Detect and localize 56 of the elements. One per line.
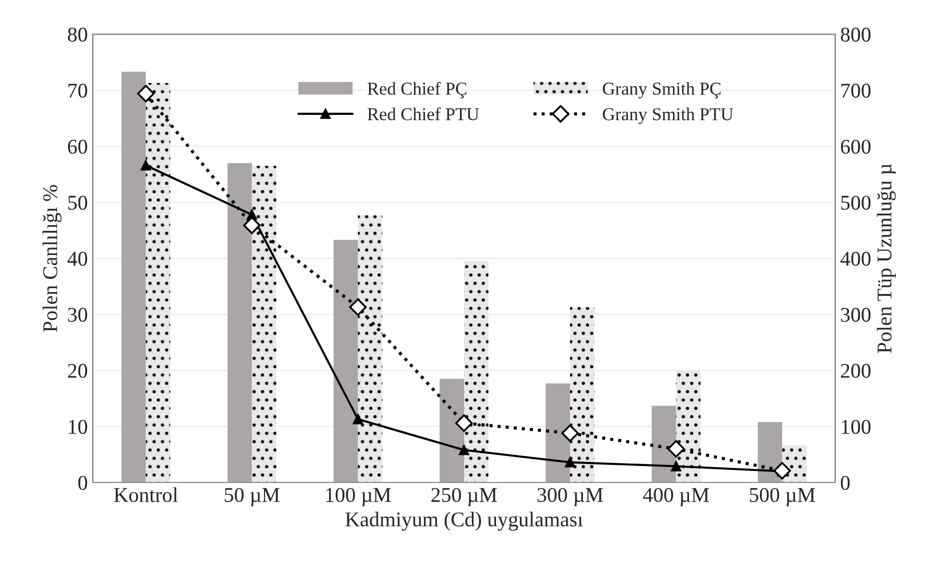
point xyxy=(140,160,151,170)
y-tick-label: 40 xyxy=(68,252,88,266)
x-tick-label: 400 µM xyxy=(643,488,709,506)
y2-tick-label: 0 xyxy=(840,476,850,490)
y-tick-label: 10 xyxy=(68,420,88,434)
bar xyxy=(252,166,276,482)
bar xyxy=(146,83,170,482)
bar xyxy=(358,215,382,482)
y2-tick-label: 400 xyxy=(840,252,871,266)
point xyxy=(564,457,576,468)
y-tick-label: 50 xyxy=(68,196,88,210)
bar xyxy=(546,383,570,482)
y-tick-label: 80 xyxy=(68,28,88,42)
y2-tick-label: 200 xyxy=(840,364,871,378)
x-tick-label: 500 µM xyxy=(750,488,816,506)
x-tick-label: 250 µM xyxy=(431,488,497,506)
x-tick-label: 300 µM xyxy=(538,488,603,506)
point xyxy=(561,424,579,442)
y-tick-label: 70 xyxy=(68,84,88,98)
legend-label: Red Chief PTU xyxy=(368,107,479,120)
x-tick-label: 50 µM xyxy=(224,488,280,506)
point xyxy=(458,444,470,456)
point xyxy=(243,216,261,234)
bar xyxy=(464,261,488,482)
legend-label: Red Chief PÇ xyxy=(368,82,466,98)
point xyxy=(671,461,682,472)
y-tick-label: 20 xyxy=(68,364,88,378)
bar xyxy=(440,378,464,482)
y2-tick-label: 800 xyxy=(840,28,871,42)
legend-label: Grany Smith PTU xyxy=(602,108,734,124)
legend-label: Grany Smith PÇ xyxy=(602,82,721,98)
point xyxy=(773,462,791,480)
bar xyxy=(570,307,594,482)
y-tick-label: 60 xyxy=(68,140,88,154)
y2-axis-title: Polen Tüp Uzunluğu µ xyxy=(876,164,896,353)
y2-tick-label: 300 xyxy=(841,308,871,322)
bar xyxy=(652,406,676,482)
x-tick-label: Kontrol xyxy=(114,487,178,502)
y2-tick-label: 500 xyxy=(841,196,871,210)
x-axis-title: Kadmiyum (Cd) uygulaması xyxy=(345,512,583,531)
x-tick-label: 100 µM xyxy=(326,488,391,506)
bar xyxy=(121,72,146,482)
bar xyxy=(676,370,701,482)
bar xyxy=(334,240,358,482)
bar xyxy=(227,163,252,482)
point xyxy=(667,440,685,458)
y-axis-title: Polen Canlılığı % xyxy=(42,185,62,332)
point xyxy=(455,414,473,432)
point xyxy=(352,414,364,424)
y2-tick-label: 600 xyxy=(840,140,871,154)
y-tick-label: 30 xyxy=(68,308,88,322)
point xyxy=(137,84,155,102)
y2-tick-label: 100 xyxy=(842,420,871,434)
y2-tick-label: 700 xyxy=(841,84,871,98)
point xyxy=(349,298,367,316)
y-tick-label: 0 xyxy=(78,476,88,490)
